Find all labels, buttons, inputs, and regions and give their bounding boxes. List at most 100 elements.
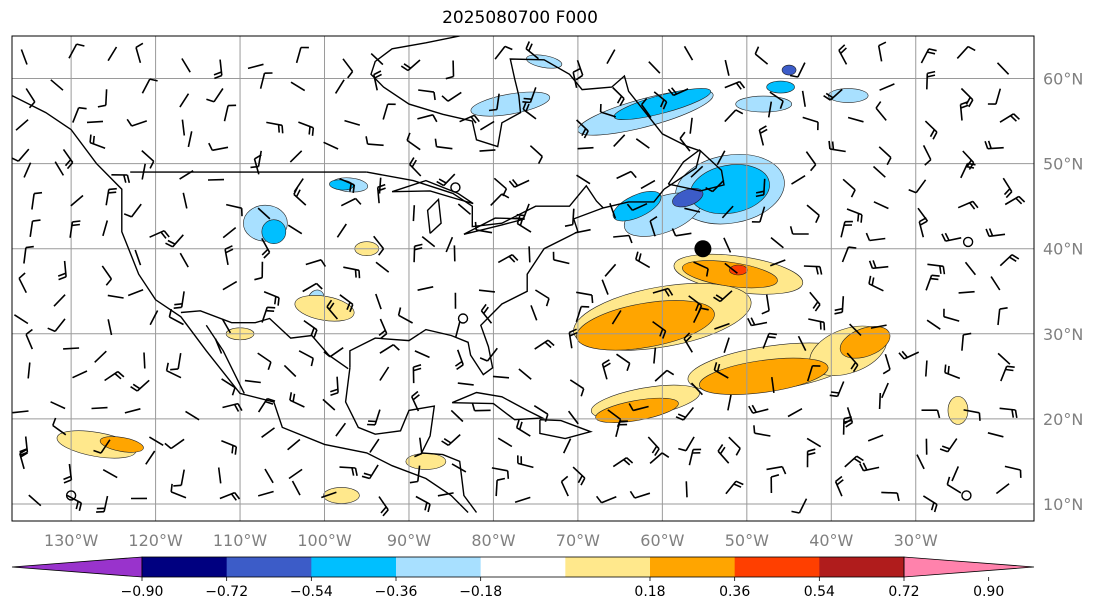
wind-barb — [141, 150, 155, 169]
wind-barb — [480, 303, 493, 324]
wind-barb — [135, 42, 144, 64]
wind-barb — [961, 332, 972, 351]
wind-barb — [378, 318, 388, 340]
wind-barb — [495, 477, 506, 497]
wind-barb — [844, 407, 854, 428]
wind-barb — [373, 235, 385, 256]
wind-barb — [339, 294, 354, 313]
wind-barb — [25, 328, 34, 350]
wind-barb — [261, 427, 275, 438]
wind-barb — [173, 469, 185, 487]
wind-barb — [595, 495, 617, 504]
wind-barb — [219, 491, 241, 501]
wind-barb — [457, 382, 474, 386]
wind-barb — [514, 496, 531, 504]
colorbar-tick-label: 0.72 — [888, 584, 919, 600]
wind-barb — [57, 260, 67, 281]
wind-barb — [847, 116, 864, 123]
wind-barb — [770, 259, 786, 267]
wind-barb — [920, 48, 937, 64]
wind-barb — [705, 179, 725, 193]
wind-barb — [716, 150, 726, 166]
wind-barb — [667, 87, 689, 97]
wind-barb — [179, 93, 190, 108]
anomaly-region — [261, 219, 287, 245]
wind-barb — [263, 291, 280, 306]
wind-barb — [842, 178, 856, 198]
open-station-marker — [65, 490, 77, 501]
wind-barb — [533, 405, 549, 423]
wind-barb — [365, 136, 384, 147]
wind-barb — [382, 103, 396, 120]
wind-barb — [149, 229, 170, 239]
wind-barb — [417, 114, 438, 123]
wind-barb — [601, 279, 609, 295]
wind-barb — [124, 408, 141, 414]
wind-barb — [987, 432, 1004, 438]
wind-barb — [288, 468, 303, 480]
wind-barb — [515, 203, 530, 220]
wind-barb — [689, 117, 693, 134]
colorbar-segment — [226, 557, 312, 577]
wind-barb — [141, 163, 146, 180]
wind-barb — [806, 437, 822, 448]
wind-barb — [576, 119, 589, 139]
wind-barb — [70, 194, 84, 207]
wind-barb — [791, 498, 808, 514]
wind-barb — [927, 263, 946, 275]
wind-barb — [727, 394, 732, 411]
wind-barb — [844, 455, 864, 468]
coastline-segment — [180, 310, 349, 370]
wind-barb — [257, 397, 276, 413]
wind-barb — [342, 58, 354, 79]
wind-barb — [23, 245, 34, 264]
wind-barb — [289, 150, 303, 163]
wind-barb — [479, 347, 498, 362]
wind-barb — [91, 406, 108, 410]
wind-barb — [179, 252, 189, 268]
wind-barb — [224, 245, 234, 266]
longitude-label: 40°W — [809, 531, 853, 550]
wind-barb — [434, 138, 453, 150]
wind-barb — [518, 368, 532, 380]
wind-barb — [298, 350, 314, 367]
wind-barb — [653, 91, 668, 110]
anomaly-region — [576, 300, 715, 351]
wind-barb — [805, 151, 817, 172]
anomaly-region — [699, 357, 829, 395]
wind-barb — [963, 409, 981, 421]
colorbar-segment — [565, 557, 651, 577]
colorbar-tick-label: −0.90 — [121, 584, 164, 600]
wind-barb — [303, 319, 318, 338]
wind-barbs — [12, 41, 1026, 517]
wind-barb — [226, 203, 243, 217]
wind-barb — [649, 452, 670, 465]
wind-barb — [471, 402, 491, 412]
wind-barb — [28, 494, 42, 507]
wind-barb — [247, 63, 264, 70]
longitude-label: 50°W — [725, 531, 769, 550]
wind-barb — [517, 455, 534, 469]
wind-barb — [529, 145, 544, 164]
wind-barb — [295, 46, 309, 64]
wind-barb — [406, 132, 421, 151]
wind-barb — [999, 407, 1018, 419]
wind-barb — [990, 276, 1001, 291]
wind-barb — [69, 220, 81, 238]
wind-barb — [418, 89, 436, 101]
wind-barb — [214, 338, 223, 354]
wind-barb — [455, 321, 461, 338]
wind-barb — [576, 291, 594, 304]
wind-barb — [576, 174, 591, 185]
wind-barb — [170, 352, 182, 371]
wind-barb — [221, 318, 232, 334]
wind-barb — [107, 46, 118, 62]
wind-barb — [956, 45, 976, 59]
wind-barb — [878, 392, 882, 410]
wind-barb — [628, 403, 649, 412]
longitude-label: 120°W — [128, 531, 183, 550]
wind-barb — [181, 58, 191, 73]
wind-barb — [552, 251, 570, 265]
latitude-label: 50°N — [1043, 155, 1083, 174]
wind-barb — [841, 246, 857, 263]
